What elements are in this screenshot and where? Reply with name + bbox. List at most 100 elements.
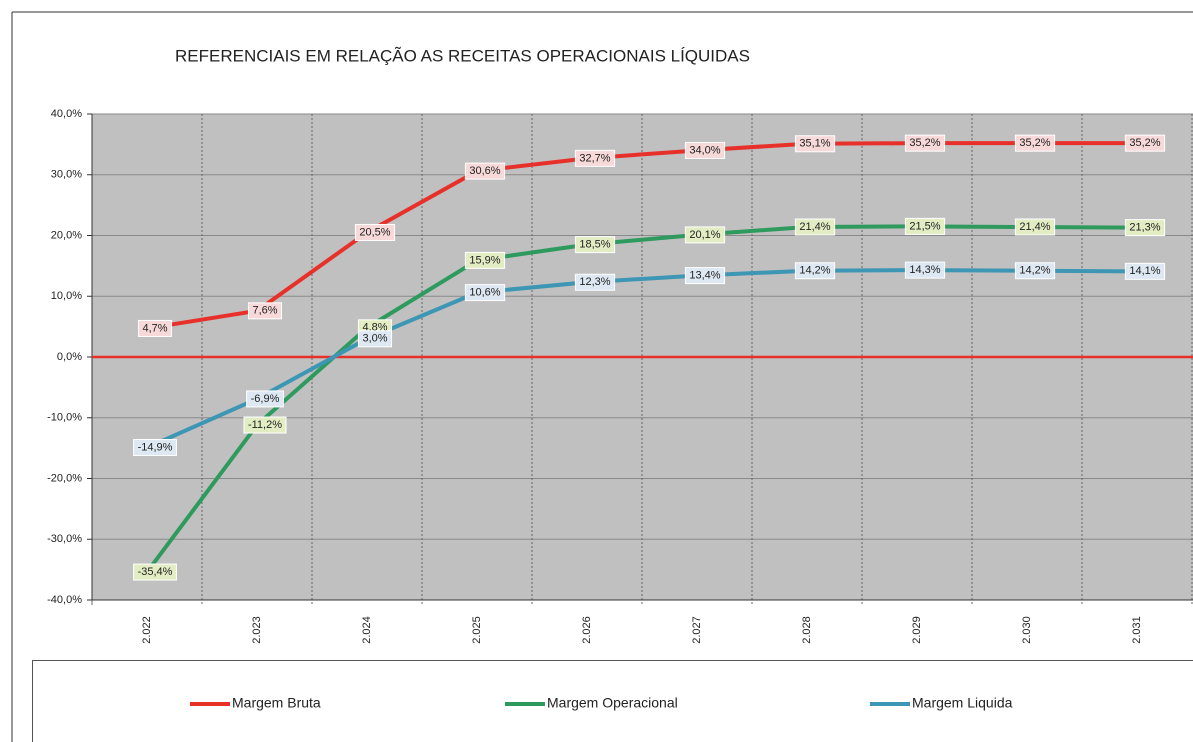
data-label-box (246, 390, 284, 408)
data-label: 20,1% (684, 226, 726, 244)
data-label-box (574, 149, 616, 167)
data-label-text: 20,1% (689, 229, 720, 241)
data-label-text: 7,6% (252, 305, 277, 317)
data-label-text: 21,4% (799, 221, 830, 233)
data-label-text: 14,2% (799, 265, 830, 277)
data-label-box (243, 416, 287, 434)
data-label: 34,0% (684, 141, 726, 159)
data-label-box (357, 330, 393, 348)
data-label-box (684, 141, 726, 159)
data-label: 12,3% (574, 273, 616, 291)
data-label-text: 21,3% (1129, 222, 1160, 234)
data-label: 10,6% (464, 284, 506, 302)
data-label-text: 14,3% (909, 264, 940, 276)
data-label-text: 35,2% (909, 137, 940, 149)
y-tick-label: -10,0% (47, 412, 82, 424)
data-label-box (464, 162, 506, 180)
data-label: 35,2% (904, 134, 946, 152)
y-tick-label: 40,0% (51, 108, 82, 120)
y-tick-label: -30,0% (47, 533, 82, 545)
data-label-text: 15,9% (469, 254, 500, 266)
data-label-box (794, 135, 836, 153)
data-label-text: 18,5% (579, 239, 610, 251)
data-label-box (133, 439, 177, 457)
x-tick-label: 2.029 (911, 616, 923, 644)
data-label-box (904, 217, 946, 235)
data-label-text: 20,5% (359, 226, 390, 238)
data-label: 7,6% (247, 302, 283, 320)
x-tick-label: 2.023 (251, 616, 263, 644)
data-label: 35,2% (1124, 134, 1166, 152)
x-tick-label: 2.024 (361, 616, 373, 644)
data-label-box (794, 262, 836, 280)
data-label-text: 4,7% (142, 322, 167, 334)
data-label-box (1014, 262, 1056, 280)
data-label-text: 14,2% (1019, 265, 1050, 277)
data-label: 35,1% (794, 135, 836, 153)
data-label-text: 35,2% (1129, 137, 1160, 149)
x-tick-label: 2.022 (141, 616, 153, 644)
data-label-box (1014, 134, 1056, 152)
x-tick-label: 2.031 (1131, 616, 1143, 644)
data-label-box (574, 273, 616, 291)
data-label-box (684, 267, 726, 285)
x-tick-label: 2.027 (691, 616, 703, 644)
series-line (146, 268, 1138, 450)
y-tick-label: -40,0% (47, 594, 82, 606)
x-tick-label: 2.026 (581, 616, 593, 644)
data-label: 14,2% (794, 262, 836, 280)
data-label: 21,4% (1014, 218, 1056, 236)
y-tick-label: 0,0% (57, 351, 82, 363)
chart-title: REFERENCIAIS EM RELAÇÃO AS RECEITAS OPER… (175, 46, 750, 65)
data-label-box (464, 284, 506, 302)
data-label: 21,3% (1124, 219, 1166, 237)
data-label-box (574, 236, 616, 254)
data-label-box (1124, 219, 1166, 237)
data-label-text: 35,2% (1019, 137, 1050, 149)
data-label: 3,0% (357, 330, 393, 348)
y-tick-label: 10,0% (51, 290, 82, 302)
legend-label: Margem Bruta (232, 695, 321, 711)
data-label: 18,5% (574, 236, 616, 254)
data-label: -11,2% (243, 416, 287, 434)
data-label-box (904, 134, 946, 152)
legend-label: Margem Liquida (912, 695, 1013, 711)
data-label-text: 21,5% (909, 220, 940, 232)
legend-box (32, 660, 1193, 742)
data-label-text: 21,4% (1019, 221, 1050, 233)
data-label-text: 35,1% (799, 138, 830, 150)
legend-label: Margem Operacional (547, 695, 678, 711)
data-label-text: 13,4% (689, 270, 720, 282)
series-line (145, 224, 1138, 574)
data-label: 15,9% (464, 251, 506, 269)
data-label: 32,7% (574, 149, 616, 167)
data-label: 14,3% (904, 261, 946, 279)
data-label: -14,9% (133, 439, 177, 457)
data-label-box (137, 319, 173, 337)
data-label-box (247, 302, 283, 320)
data-label-box (904, 261, 946, 279)
data-label: 14,2% (1014, 262, 1056, 280)
data-label-text: -14,9% (138, 441, 173, 453)
data-label: 4,7% (137, 319, 173, 337)
data-label-text: 3,0% (362, 333, 387, 345)
y-tick-label: 30,0% (51, 169, 82, 181)
data-label: 20,5% (354, 223, 396, 241)
data-label: 30,6% (464, 162, 506, 180)
y-tick-label: -20,0% (47, 472, 82, 484)
data-label-text: 34,0% (689, 144, 720, 156)
y-tick-label: 20,0% (51, 229, 82, 241)
data-label-text: -6,9% (251, 393, 280, 405)
data-label-text: 32,7% (579, 152, 610, 164)
data-label: 35,2% (1014, 134, 1056, 152)
data-label: 13,4% (684, 267, 726, 285)
data-label-text: 10,6% (469, 287, 500, 299)
data-label-box (1124, 262, 1166, 280)
data-label-text: -35,4% (138, 566, 173, 578)
series-line (146, 141, 1137, 331)
data-label-text: -11,2% (248, 419, 282, 431)
x-tick-label: 2.028 (801, 616, 813, 644)
data-label-box (354, 223, 396, 241)
data-label: -6,9% (246, 390, 284, 408)
